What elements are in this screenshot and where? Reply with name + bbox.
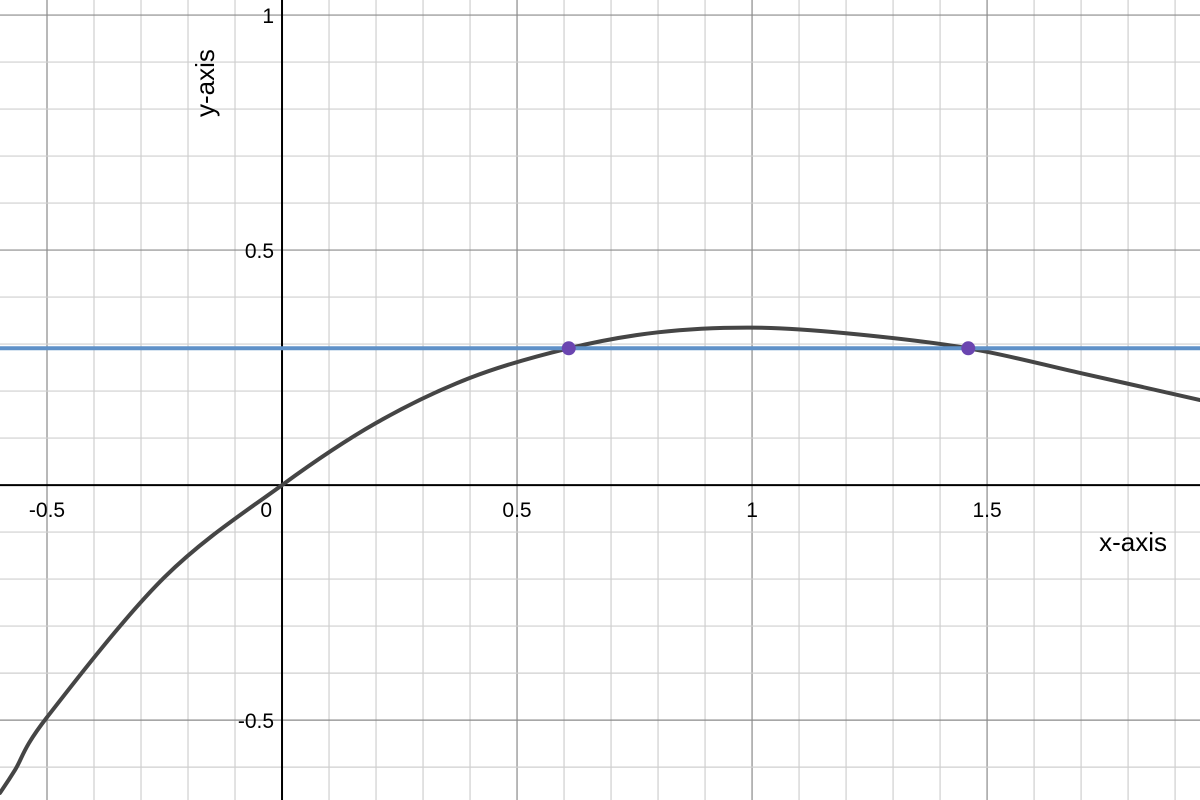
x-tick-label: 0	[260, 499, 272, 522]
x-tick-label: 0.5	[502, 499, 531, 522]
series-layer	[0, 325, 1200, 795]
x-tick-label: 1	[746, 499, 758, 522]
x-axis-label: x-axis	[1099, 527, 1167, 557]
x-tick-label: 1.5	[972, 499, 1001, 522]
intersection-point[interactable]	[961, 341, 976, 356]
x-tick-label: -0.5	[29, 499, 65, 522]
curve-series[interactable]	[0, 325, 1200, 795]
intersection-points	[561, 341, 976, 356]
intersection-point[interactable]	[561, 341, 576, 356]
y-tick-label: 1	[262, 5, 274, 28]
y-tick-label: -0.5	[238, 710, 274, 733]
y-tick-label: 0.5	[245, 240, 274, 263]
y-axis-label: y-axis	[190, 49, 220, 117]
tick-labels: -0.5 0 0.5 1 1.5 1 0.5 -0.5	[29, 5, 1002, 733]
